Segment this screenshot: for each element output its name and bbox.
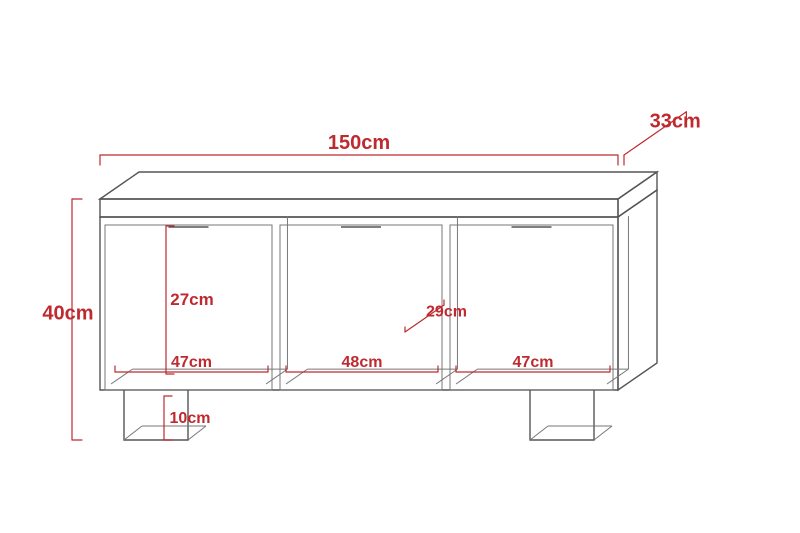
furniture-line	[436, 369, 457, 384]
furniture-line	[124, 426, 142, 440]
dim-label-width-top: 150cm	[328, 132, 390, 154]
dim-label-inner-height: 27cm	[170, 290, 213, 309]
dim-label-inner-depth: 29cm	[426, 304, 467, 321]
dim-label-leg-height: 10cm	[170, 410, 211, 427]
dim-label-inner-width-2: 47cm	[513, 354, 554, 371]
dim-label-height-left: 40cm	[42, 303, 93, 325]
dim-label-inner-width-1: 48cm	[342, 354, 383, 371]
furniture-line	[530, 426, 548, 440]
furniture-line	[266, 369, 287, 384]
furniture-line	[456, 369, 477, 384]
furniture-line	[100, 172, 657, 199]
furniture-line	[286, 369, 307, 384]
dim-label-inner-width-0: 47cm	[171, 354, 212, 371]
dim-label-depth-top: 33cm	[650, 110, 701, 132]
furniture-dimension-diagram: 150cm 33cm 40cm 27cm 47cm 48cm 47cm 29cm 10cm	[0, 0, 800, 533]
furniture-line	[618, 190, 657, 390]
furniture-line	[594, 426, 612, 440]
furniture-line	[188, 426, 206, 440]
furniture-line	[111, 369, 132, 384]
furniture-line	[100, 199, 618, 217]
